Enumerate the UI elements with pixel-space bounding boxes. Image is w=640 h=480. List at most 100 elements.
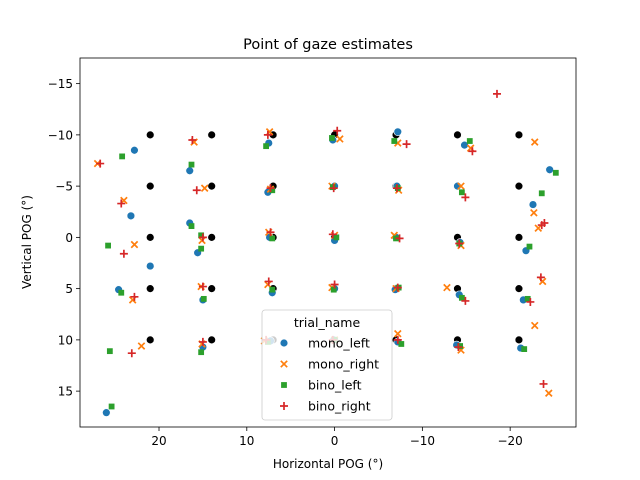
x-axis-ticks: 20 10 0 −10 −20 bbox=[151, 427, 523, 448]
bino-right-point bbox=[119, 249, 128, 258]
bino-right-point bbox=[188, 136, 197, 144]
target-point bbox=[146, 130, 155, 140]
y-tick-label: −15 bbox=[48, 77, 73, 91]
bino-right-point bbox=[328, 230, 337, 239]
target-point bbox=[146, 335, 155, 345]
bino-left-point bbox=[269, 235, 276, 242]
legend-marker-mono-right bbox=[280, 360, 288, 368]
bino-right-point bbox=[454, 343, 463, 352]
x-tick-label: 0 bbox=[331, 434, 339, 448]
target-point bbox=[514, 335, 524, 345]
mono-right-point bbox=[200, 184, 209, 192]
mono-right-point bbox=[393, 329, 402, 338]
mono-left-point bbox=[146, 261, 155, 271]
bino-left-point bbox=[198, 245, 205, 252]
target-point bbox=[514, 284, 524, 293]
mono-right-point bbox=[336, 135, 344, 143]
legend-marker-bino-right bbox=[280, 402, 288, 410]
bino-right-point bbox=[392, 184, 401, 193]
bino-left-point bbox=[330, 286, 337, 293]
bino-right-point bbox=[461, 193, 470, 202]
mono-left-point bbox=[545, 165, 554, 174]
bino-right-point bbox=[198, 233, 207, 242]
bino-right-point bbox=[192, 186, 201, 195]
mono-left-point bbox=[185, 166, 194, 175]
bino-left-point bbox=[521, 346, 528, 352]
legend-label-bino-right: bino_right bbox=[308, 399, 371, 414]
legend-marker-bino-left bbox=[281, 382, 287, 388]
series-bino-right bbox=[96, 89, 549, 388]
bino-left-point bbox=[466, 138, 473, 144]
target-point bbox=[207, 130, 216, 140]
mono-right-point bbox=[198, 236, 206, 245]
y-tick-label: −5 bbox=[55, 180, 73, 194]
target-point bbox=[514, 181, 524, 191]
bino-right-point bbox=[461, 296, 470, 305]
bino-left-point bbox=[526, 243, 533, 250]
bino-right-point bbox=[264, 277, 273, 286]
bino-right-point bbox=[455, 239, 464, 248]
mono-left-point bbox=[126, 211, 136, 221]
chart-title: Point of gaze estimates bbox=[243, 37, 413, 53]
bino-left-point bbox=[188, 223, 195, 229]
target-point bbox=[514, 233, 524, 242]
bino-right-point bbox=[393, 335, 402, 344]
bino-right-point bbox=[96, 159, 105, 168]
mono-left-point bbox=[393, 127, 402, 137]
bino-left-point bbox=[269, 187, 276, 194]
x-tick-label: −10 bbox=[410, 434, 435, 448]
bino-right-point bbox=[117, 199, 126, 208]
y-tick-label: 15 bbox=[58, 385, 73, 399]
mono-right-point bbox=[534, 224, 543, 232]
legend-box bbox=[261, 309, 393, 421]
bino-left-point bbox=[458, 189, 465, 196]
bino-right-point bbox=[198, 337, 207, 346]
bino-left-point bbox=[391, 138, 398, 144]
mono-right-point bbox=[457, 182, 465, 190]
bino-right-point bbox=[537, 221, 546, 230]
mono-right-point bbox=[530, 321, 539, 330]
bino-left-point bbox=[188, 161, 195, 168]
y-tick-label: −10 bbox=[48, 128, 73, 142]
mono-left-point bbox=[130, 146, 139, 155]
bino-left-point bbox=[333, 234, 340, 241]
bino-right-point bbox=[492, 89, 501, 98]
mono-right-point bbox=[443, 283, 451, 292]
legend-marker-mono-left bbox=[279, 338, 289, 348]
bino-right-point bbox=[468, 147, 477, 156]
bino-right-point bbox=[333, 126, 342, 135]
legend-label-mono-left: mono_left bbox=[308, 336, 370, 351]
bino-left-point bbox=[329, 135, 335, 141]
y-axis-label: Vertical POG (°) bbox=[20, 195, 34, 289]
bino-left-point bbox=[269, 286, 276, 293]
bino-right-point bbox=[402, 140, 411, 149]
bino-left-point bbox=[329, 184, 336, 191]
bino-left-point bbox=[198, 232, 205, 239]
series-points bbox=[93, 89, 559, 417]
bino-left-point bbox=[524, 295, 531, 302]
mono-right-point bbox=[544, 389, 553, 397]
bino-left-point bbox=[538, 190, 545, 197]
bino-right-point bbox=[263, 130, 272, 139]
plot-border bbox=[79, 57, 577, 428]
mono-right-point bbox=[264, 280, 272, 289]
target-point bbox=[207, 284, 216, 293]
bino-right-point bbox=[395, 234, 404, 243]
y-tick-label: 0 bbox=[65, 231, 73, 245]
mono-right-point bbox=[130, 240, 139, 249]
bino-left-point bbox=[198, 349, 205, 356]
bino-right-point bbox=[266, 184, 275, 193]
target-point bbox=[146, 233, 155, 242]
legend: trial_name mono_left mono_right bino_leftb… bbox=[261, 309, 393, 421]
y-axis-ticks: −15 −10 −5 0 5 10 15 bbox=[48, 77, 80, 399]
bino-left-point bbox=[398, 341, 405, 347]
bino-right-point bbox=[526, 297, 535, 306]
bino-left-point bbox=[108, 403, 115, 410]
target-point bbox=[207, 233, 216, 242]
mono-right-point bbox=[530, 208, 538, 217]
bino-right-point bbox=[539, 379, 548, 388]
x-axis-label: Horizontal POG (°) bbox=[273, 457, 383, 471]
bino-right-point bbox=[130, 292, 139, 301]
target-point bbox=[207, 335, 216, 345]
